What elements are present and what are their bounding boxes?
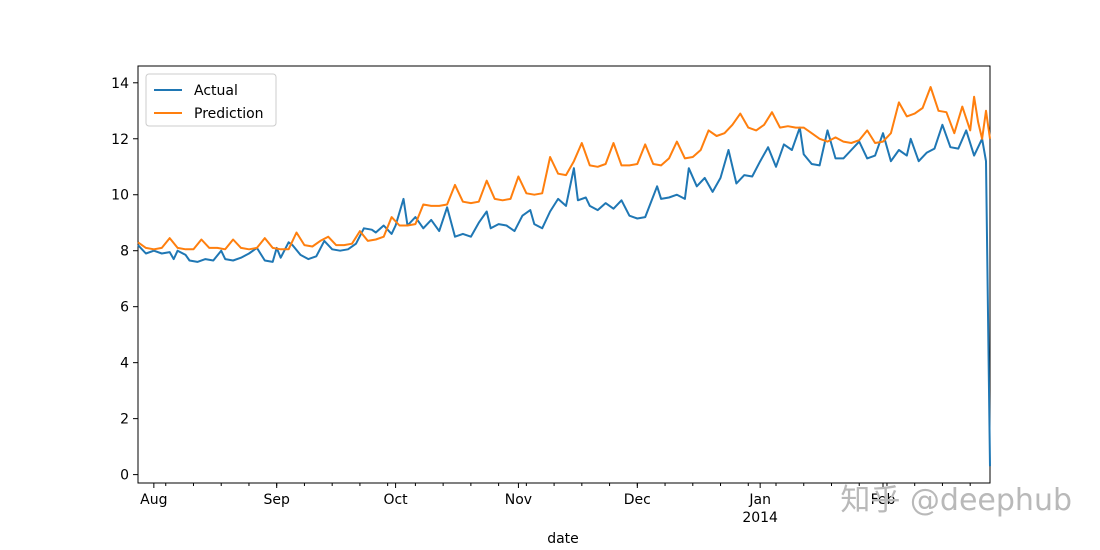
- watermark-text: 知乎 @deephub: [840, 483, 1072, 518]
- x-tick-label: Jan: [748, 492, 771, 508]
- axes-frame: [137, 65, 991, 484]
- series-line-actual: [137, 123, 991, 467]
- y-tick-label: 4: [120, 356, 129, 372]
- x-tick-label: Nov: [505, 492, 532, 508]
- x-tick-label: Feb: [871, 492, 896, 508]
- y-tick-label: 6: [120, 300, 129, 316]
- x-tick-label: Oct: [383, 492, 408, 508]
- plot-area: [137, 86, 991, 467]
- legend-label-prediction: Prediction: [194, 106, 264, 122]
- x-axis-label: date: [547, 531, 579, 547]
- x-tick-label: Sep: [264, 492, 291, 508]
- y-tick-label: 8: [120, 244, 129, 260]
- y-tick-label: 0: [120, 468, 129, 484]
- y-tick-label: 10: [111, 188, 129, 204]
- x-tick-sublabel: 2014: [742, 510, 778, 526]
- x-tick-label: Dec: [624, 492, 651, 508]
- x-tick-label: Aug: [140, 492, 167, 508]
- legend: Actual Prediction: [145, 73, 277, 127]
- y-tick-label: 14: [111, 76, 129, 92]
- legend-label-actual: Actual: [194, 83, 238, 99]
- y-tick-label: 12: [111, 132, 129, 148]
- axes: 0 2 4 6 8 10 12 14 Aug Sep Oct Nov Dec Jan 2014 Feb: [111, 65, 991, 526]
- y-tick-label: 2: [120, 412, 129, 428]
- series-line-prediction: [137, 86, 991, 251]
